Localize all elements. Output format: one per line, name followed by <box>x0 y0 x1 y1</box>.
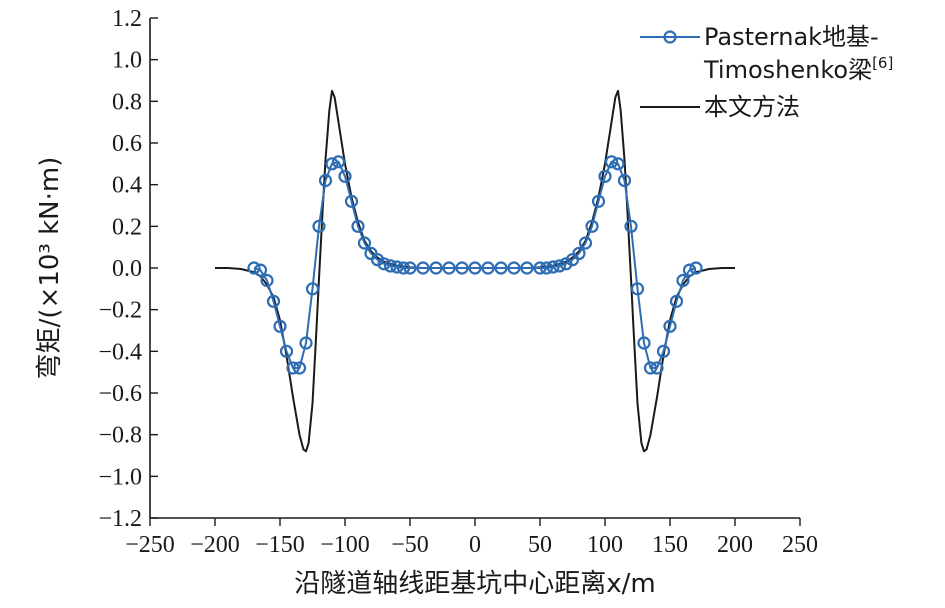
series-point-pasternak <box>598 169 612 183</box>
series-point-pasternak <box>325 157 339 171</box>
x-axis-title: 沿隧道轴线距基坑中心距离x/m <box>294 569 655 599</box>
y-tick-label: −0.6 <box>98 381 142 407</box>
y-axis-ticks: 1.2 1.0 0.8 0.6 0.4 0.2 0.0 −0.2 −0.4 −0.6 −0.8 −1.… <box>98 6 158 532</box>
series-point-pasternak <box>344 194 359 208</box>
y-tick-label: −0.2 <box>98 298 142 324</box>
series-point-pasternak <box>260 273 274 288</box>
legend-label-pasternak-citation: [6] <box>872 54 893 72</box>
series-point-pasternak <box>669 294 684 308</box>
series-point-pasternak <box>312 219 326 233</box>
series-point-pasternak <box>559 257 573 271</box>
series-point-pasternak <box>318 173 333 188</box>
series-point-pasternak <box>656 344 671 358</box>
series-point-pasternak <box>396 261 411 275</box>
x-tick-label: 0 <box>469 532 481 558</box>
x-tick-label: 200 <box>717 532 753 558</box>
series-point-pasternak <box>292 361 307 375</box>
series-point-pasternak <box>507 261 521 275</box>
x-tick-label: 50 <box>528 532 552 558</box>
series-point-pasternak <box>533 261 547 275</box>
series-point-pasternak <box>546 260 560 274</box>
series-point-pasternak <box>617 173 632 188</box>
series-point-pasternak <box>370 253 385 267</box>
series-point-pasternak <box>266 294 281 308</box>
series-point-pasternak <box>273 319 287 333</box>
series-layer <box>215 89 735 453</box>
series-point-pasternak <box>604 155 619 169</box>
series-point-pasternak <box>578 236 593 250</box>
series-point-pasternak <box>663 319 677 333</box>
series-point-pasternak <box>591 194 606 208</box>
y-tick-label: 1.2 <box>112 6 142 32</box>
series-point-pasternak <box>305 282 320 296</box>
x-tick-label: 250 <box>782 532 818 558</box>
legend-label-pasternak-main: Timoshenko梁 <box>703 56 872 84</box>
series-point-pasternak <box>338 169 352 183</box>
series-point-pasternak <box>331 155 346 169</box>
series-point-pasternak <box>357 236 372 250</box>
y-tick-label: 0.6 <box>112 131 142 157</box>
x-tick-label: 100 <box>587 532 623 558</box>
x-axis-ticks: −250 −200 −150 −100 −50 0 50 100 150 200 250 <box>125 518 818 558</box>
series-point-pasternak <box>630 282 645 296</box>
legend-label-benwen: 本文方法 <box>704 93 800 121</box>
series-point-pasternak <box>585 219 599 233</box>
series-point-pasternak <box>689 261 703 275</box>
series-point-pasternak <box>572 246 586 260</box>
y-tick-label: −1.0 <box>98 464 142 490</box>
y-tick-label: 0.4 <box>112 173 142 199</box>
series-point-pasternak <box>650 361 664 375</box>
series-point-pasternak <box>552 259 567 273</box>
x-tick-label: −200 <box>190 532 240 558</box>
series-point-pasternak <box>637 336 651 350</box>
series-point-pasternak <box>624 219 638 233</box>
series-point-pasternak <box>253 263 268 277</box>
series-point-pasternak <box>468 261 482 275</box>
series-point-pasternak <box>481 261 495 275</box>
y-tick-label: 0.2 <box>112 214 142 240</box>
series-point-pasternak <box>429 261 443 275</box>
series-point-pasternak <box>416 261 430 275</box>
x-tick-label: 150 <box>652 532 688 558</box>
series-point-pasternak <box>455 261 469 275</box>
series-point-pasternak <box>676 273 690 288</box>
series-point-pasternak <box>279 344 294 358</box>
y-tick-label: 1.0 <box>112 48 142 74</box>
series-point-pasternak <box>682 263 697 277</box>
series-point-pasternak <box>286 361 300 375</box>
series-point-pasternak <box>299 336 313 350</box>
series-point-pasternak <box>539 261 554 275</box>
series-point-pasternak <box>390 260 404 274</box>
x-tick-label: −150 <box>255 532 305 558</box>
y-tick-label: 0.8 <box>112 89 142 115</box>
x-tick-label: −250 <box>125 532 175 558</box>
series-line-pasternak <box>253 160 697 369</box>
y-tick-label: −1.2 <box>98 506 142 532</box>
series-point-pasternak <box>377 257 391 271</box>
series-point-pasternak <box>643 361 658 375</box>
series-point-pasternak <box>611 157 625 171</box>
series-point-pasternak <box>494 261 508 275</box>
legend-label-pasternak-line1: Pasternak地基- <box>704 23 879 51</box>
series-point-pasternak <box>520 261 534 275</box>
y-tick-label: −0.8 <box>98 423 142 449</box>
y-tick-label: −0.4 <box>98 339 142 365</box>
y-axis-title: 弯矩/(×10³ kN·m) <box>35 157 65 380</box>
series-point-pasternak <box>351 219 365 233</box>
x-tick-label: −100 <box>320 532 370 558</box>
x-tick-label: −50 <box>391 532 429 558</box>
legend-marker-pasternak <box>663 30 677 44</box>
series-point-pasternak <box>247 261 261 275</box>
legend: Pasternak地基- Timoshenko梁[6] 本文方法 <box>640 23 893 121</box>
series-point-pasternak <box>403 261 417 275</box>
legend-label-pasternak-line2: Timoshenko梁[6] <box>703 54 893 84</box>
y-tick-label: 0.0 <box>112 256 142 282</box>
series-point-pasternak <box>383 259 398 273</box>
series-point-pasternak <box>442 261 456 275</box>
